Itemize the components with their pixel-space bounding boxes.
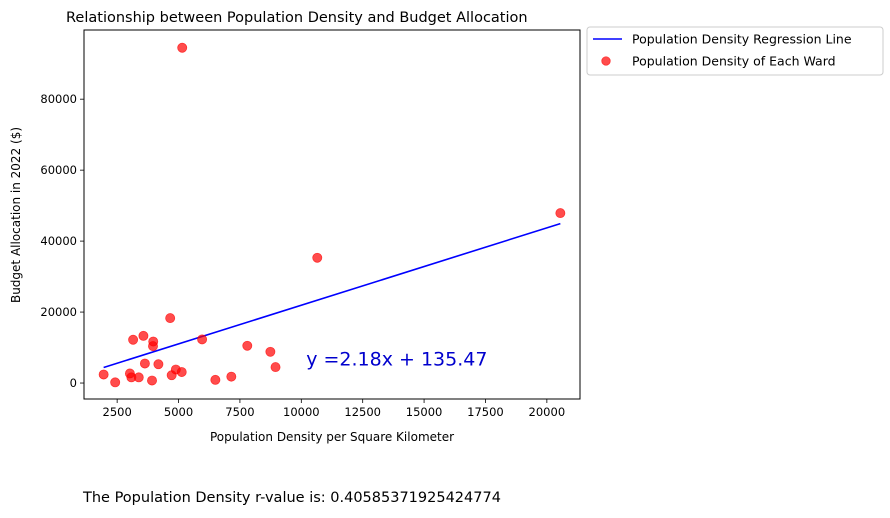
ward-data-point	[98, 369, 109, 380]
ward-data-point	[110, 377, 121, 388]
regression-equation: y =2.18x + 135.47	[306, 348, 487, 370]
legend-marker-swatch	[601, 56, 611, 66]
chart-title: Relationship between Population Density …	[66, 10, 528, 26]
regression-line	[103, 222, 561, 369]
x-tick-label: 17500	[467, 405, 504, 419]
x-tick-label: 15000	[406, 405, 443, 419]
ward-data-point	[177, 42, 188, 53]
ward-data-point	[210, 374, 221, 385]
y-tick-label: 20000	[40, 305, 77, 319]
ward-data-point	[312, 252, 323, 263]
x-tick-label: 7500	[225, 405, 254, 419]
ward-data-point	[555, 208, 566, 219]
y-axis-label: Budget Allocation in 2022 ($)	[9, 127, 23, 303]
ward-data-point	[226, 371, 237, 382]
ward-data-point	[148, 336, 159, 347]
ward-data-point	[133, 372, 144, 383]
ward-data-point	[265, 346, 276, 357]
legend-label-wards: Population Density of Each Ward	[632, 54, 836, 69]
ward-data-point	[242, 340, 253, 351]
ward-data-point	[176, 367, 187, 377]
ward-data-point	[153, 359, 164, 370]
y-tick-label: 80000	[40, 92, 77, 106]
x-tick-label: 5000	[164, 405, 193, 419]
ward-data-point	[165, 313, 176, 324]
axis-ticks: 2500 5000 7500 10000 12500 15000 17500 20000 0 20…	[40, 92, 565, 419]
ward-data-point	[270, 362, 281, 373]
ward-data-point	[128, 334, 139, 345]
x-tick-label: 10000	[283, 405, 320, 419]
ward-data-point	[147, 375, 157, 386]
legend-label-regression: Population Density Regression Line	[632, 32, 852, 47]
ward-data-point	[139, 358, 150, 369]
x-tick-label: 2500	[103, 405, 132, 419]
ward-data-point	[197, 334, 208, 345]
y-tick-label: 60000	[40, 163, 77, 177]
r-value-text: The Population Density r-value is: 0.405…	[83, 490, 501, 506]
legend: Population Density Regression Line Popul…	[586, 26, 884, 76]
x-tick-label: 12500	[344, 405, 381, 419]
legend-frame	[586, 26, 884, 76]
x-axis-label: Population Density per Square Kilometer	[210, 430, 454, 444]
ward-data-point	[138, 330, 149, 341]
x-tick-label: 20000	[529, 405, 566, 419]
y-tick-label: 0	[70, 376, 77, 390]
plot-frame	[83, 29, 581, 400]
y-tick-label: 40000	[40, 234, 77, 248]
